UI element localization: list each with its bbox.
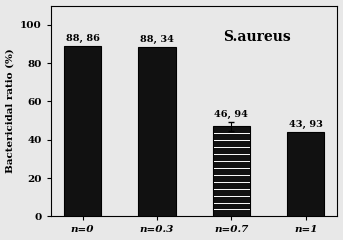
Bar (138, 47, 176, 216)
Y-axis label: Bactericidal ratio (%): Bactericidal ratio (%) (5, 49, 14, 173)
Text: 43, 93: 43, 93 (289, 120, 323, 129)
Bar (287, 132, 324, 216)
Bar (64, 46, 101, 216)
Bar (213, 126, 250, 216)
Text: S.aureus: S.aureus (223, 30, 291, 44)
Text: 46, 94: 46, 94 (214, 110, 248, 119)
Text: 88, 86: 88, 86 (66, 34, 99, 43)
Text: 88, 34: 88, 34 (140, 35, 174, 44)
